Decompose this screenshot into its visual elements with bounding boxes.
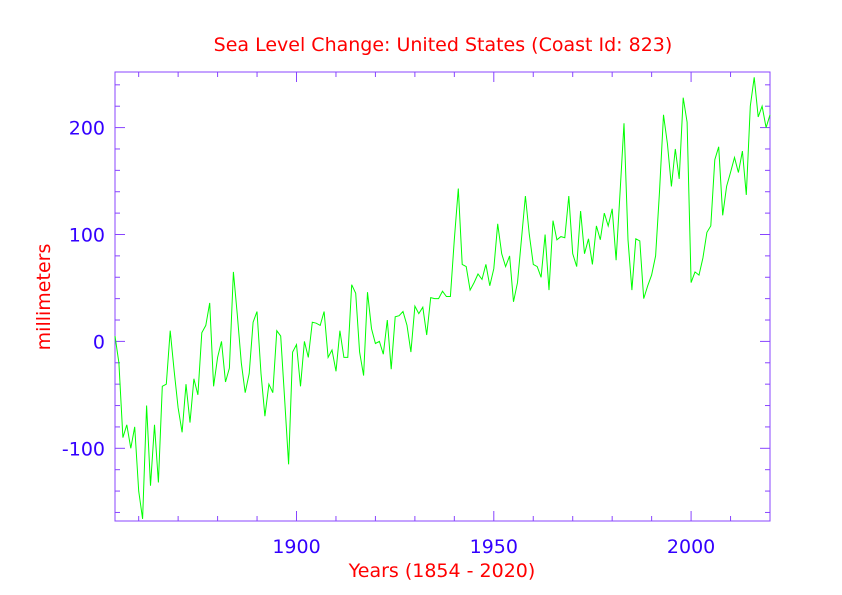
- y-tick-label: -100: [62, 438, 105, 460]
- y-tick-label: 100: [69, 224, 105, 246]
- y-tick-label: 200: [69, 118, 105, 140]
- sea-level-series-line: [114, 77, 771, 519]
- x-tick-label: 1950: [470, 536, 518, 558]
- y-tick-labels: -100 0 100 200: [62, 118, 105, 461]
- axis-ticks: [115, 72, 771, 521]
- y-axis-label: millimeters: [33, 244, 55, 351]
- x-tick-labels: 1900 1950 2000: [272, 536, 715, 558]
- plot-frame: [114, 71, 771, 522]
- x-tick-label: 1900: [272, 536, 320, 558]
- chart-title: Sea Level Change: United States (Coast I…: [214, 34, 673, 56]
- y-tick-label: 0: [93, 331, 105, 353]
- x-axis-label: Years (1854 - 2020): [348, 560, 536, 582]
- x-tick-label: 2000: [667, 536, 715, 558]
